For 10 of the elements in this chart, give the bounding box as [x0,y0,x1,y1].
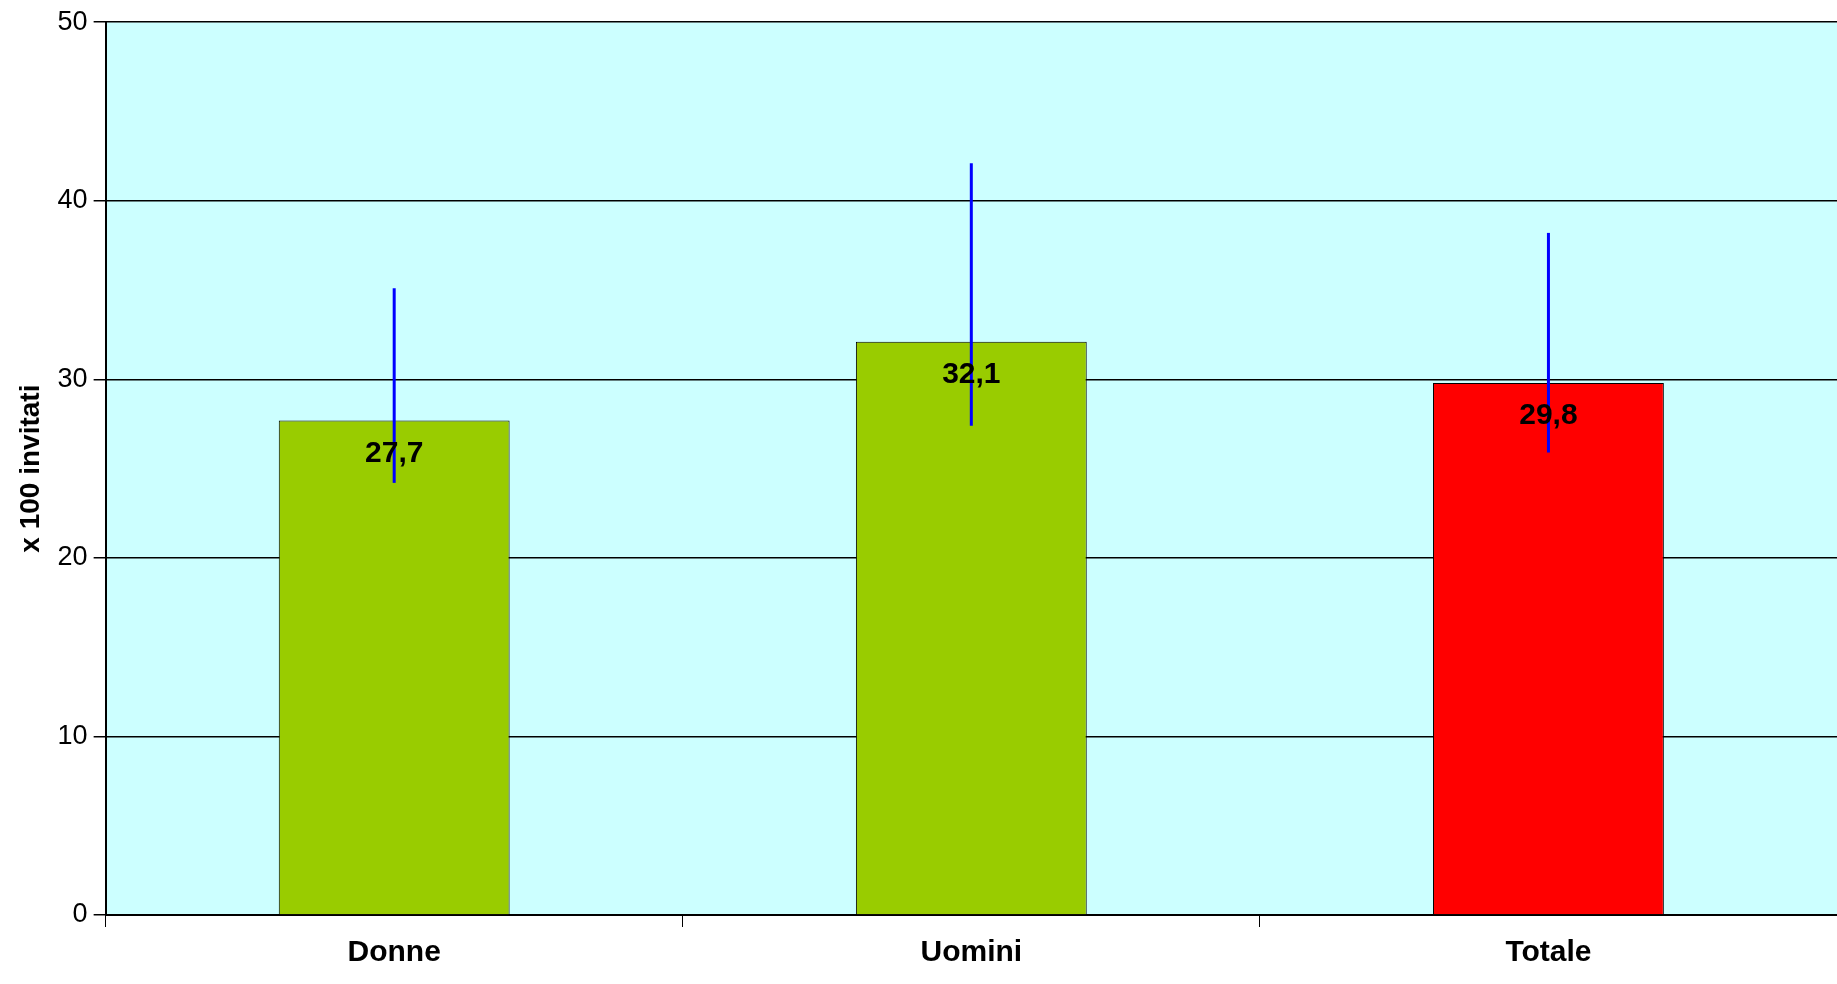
y-tick-label: 10 [57,719,88,750]
y-tick-label: 20 [57,541,88,572]
x-tick-label: Donne [347,934,441,968]
y-tick-label: 30 [57,362,88,393]
y-axis-title: x 100 invitati [13,384,45,553]
y-tick-label: 40 [57,184,88,215]
x-tick-label: Totale [1505,934,1592,968]
y-tick-label: 50 [57,5,88,36]
x-tick-label: Uomini [920,934,1023,968]
y-tick-label: 0 [72,898,88,929]
